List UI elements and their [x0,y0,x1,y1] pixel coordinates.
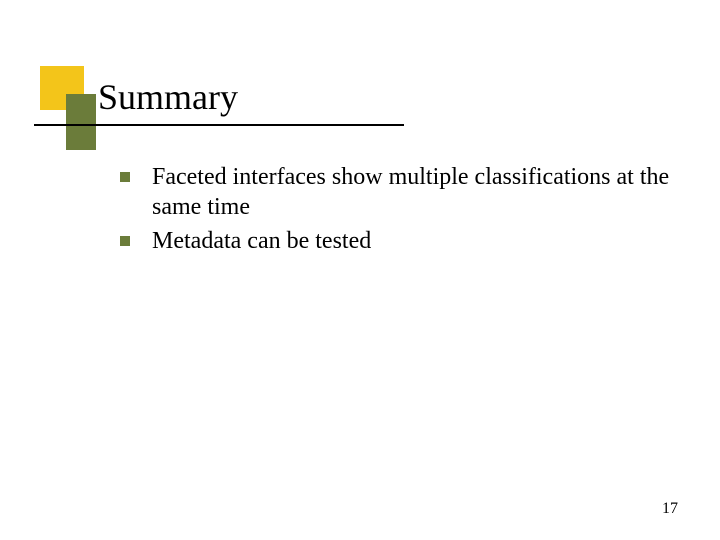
title-area: Summary [98,78,238,118]
square-bullet-icon [120,236,130,246]
square-bullet-icon [120,172,130,182]
body-area: Faceted interfaces show multiple classif… [120,162,680,260]
accent-olive-box [66,94,96,150]
list-item: Faceted interfaces show multiple classif… [120,162,680,222]
page-number: 17 [662,500,678,518]
list-item: Metadata can be tested [120,226,680,256]
bullet-text: Metadata can be tested [152,226,371,256]
title-underline [34,124,404,126]
slide-title: Summary [98,78,238,118]
bullet-text: Faceted interfaces show multiple classif… [152,162,680,222]
